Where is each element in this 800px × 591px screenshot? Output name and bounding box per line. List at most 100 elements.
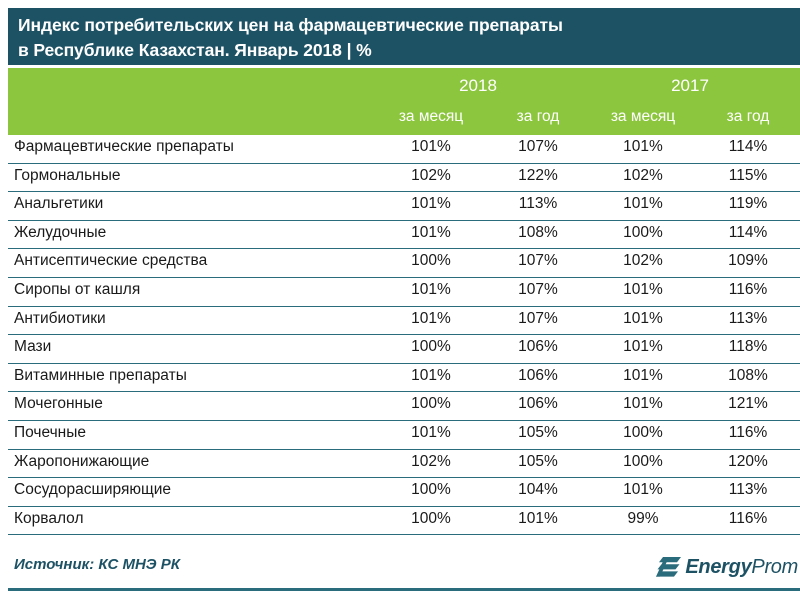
row-value: 101%: [411, 309, 451, 327]
row-value: 107%: [518, 138, 558, 155]
table-row: Витаминные препараты 101% 106% 101% 108%: [8, 363, 800, 393]
table-row: Желудочные 101% 108% 100% 114%: [8, 220, 800, 250]
footer-divider: [8, 588, 800, 591]
row-value: 101%: [623, 309, 663, 327]
data-table: Фармацевтические препараты 101% 107% 101% 11…: [8, 135, 800, 536]
row-value: 102%: [623, 252, 663, 270]
table-row: Почечные 101% 105% 100% 116%: [8, 420, 800, 450]
source-note: Источник: КС МНЭ РК: [14, 556, 180, 573]
title-bar: Индекс потребительских цен на фармацевти…: [8, 8, 800, 65]
row-label: Гормональные: [14, 166, 121, 184]
column-header-2018-year: за год: [516, 108, 560, 125]
row-value: 101%: [623, 280, 663, 298]
table-header-band: 2018 2017 за месяц за год за месяц за го…: [8, 68, 800, 135]
row-label: Жаропонижающие: [14, 452, 150, 470]
row-value: 106%: [518, 395, 558, 413]
energyprom-e-icon: [656, 556, 682, 577]
table-row: Анальгетики 101% 113% 101% 119%: [8, 192, 800, 221]
logo-energy-text: Energy: [685, 556, 752, 578]
row-value: 99%: [627, 509, 659, 527]
energyprom-wordmark: EnergyProm: [685, 556, 798, 579]
row-value: 101%: [411, 195, 451, 213]
row-label: Корвалол: [14, 509, 84, 527]
column-group-header-2018: 2018: [459, 76, 497, 95]
row-value: 101%: [518, 509, 558, 527]
row-value: 102%: [623, 166, 663, 184]
table-row: Сосудорасширяющие 100% 104% 101% 113%: [8, 478, 800, 507]
row-value: 116%: [728, 423, 768, 441]
row-value: 107%: [518, 309, 558, 327]
row-label: Сосудорасширяющие: [14, 481, 172, 499]
table-row: Мочегонные 100% 106% 101% 121%: [8, 392, 800, 421]
row-value: 122%: [518, 166, 558, 184]
row-value: 104%: [518, 481, 558, 499]
logo-prom-text: Prom: [751, 556, 798, 578]
row-value: 120%: [728, 452, 768, 470]
row-value: 108%: [728, 366, 768, 384]
row-value: 107%: [518, 280, 558, 298]
row-value: 101%: [623, 138, 663, 155]
row-label: Сиропы от кашля: [14, 280, 141, 298]
row-value: 116%: [728, 280, 768, 298]
row-label: Фармацевтические препараты: [14, 138, 234, 155]
row-value: 101%: [623, 395, 663, 413]
row-value: 119%: [728, 195, 768, 213]
table-row: Антибиотики 101% 107% 101% 113%: [8, 306, 800, 336]
row-label: Мочегонные: [14, 395, 103, 413]
column-header-2018-month: за месяц: [398, 108, 464, 125]
row-value: 102%: [411, 166, 451, 184]
row-value: 100%: [411, 481, 451, 499]
row-label: Витаминные препараты: [14, 366, 187, 384]
energyprom-logo: EnergyProm: [656, 551, 798, 584]
row-value: 101%: [623, 338, 663, 356]
row-value: 101%: [411, 423, 451, 441]
row-value: 105%: [518, 452, 558, 470]
row-value: 102%: [411, 452, 451, 470]
row-value: 100%: [623, 223, 663, 241]
row-value: 116%: [728, 509, 768, 527]
row-value: 108%: [518, 223, 558, 241]
row-label: Почечные: [14, 423, 86, 441]
page-title-line-1: Индекс потребительских цен на фармацевти…: [18, 15, 563, 35]
row-value: 113%: [518, 195, 558, 213]
table-row: Антисептические средства 100% 107% 102% 109%: [8, 249, 800, 278]
row-label: Анальгетики: [14, 195, 104, 213]
row-value: 106%: [518, 366, 558, 384]
footer: Источник: КС МНЭ РК EnergyProm: [8, 551, 800, 591]
column-header-2017-year: за год: [726, 108, 770, 125]
column-group-header-2017: 2017: [671, 76, 709, 95]
table-row: Фармацевтические препараты 101% 107% 101% 11…: [8, 135, 800, 164]
row-value: 100%: [623, 423, 663, 441]
row-value: 114%: [728, 138, 768, 155]
row-value: 101%: [411, 366, 451, 384]
row-label: Мази: [14, 338, 52, 356]
table-row: Мази 100% 106% 101% 118%: [8, 335, 800, 364]
table-row: Сиропы от кашля 101% 107% 101% 116%: [8, 277, 800, 307]
row-value: 113%: [728, 309, 768, 327]
row-value: 107%: [518, 252, 558, 270]
row-value: 100%: [623, 452, 663, 470]
row-value: 100%: [411, 252, 451, 270]
row-value: 106%: [518, 338, 558, 356]
row-value: 101%: [623, 366, 663, 384]
row-value: 113%: [728, 481, 768, 499]
row-value: 100%: [411, 395, 451, 413]
row-value: 100%: [411, 509, 451, 527]
row-value: 114%: [728, 223, 768, 241]
row-label: Желудочные: [14, 223, 107, 241]
table-row: Корвалол 100% 101% 99% 116%: [8, 506, 800, 536]
row-value: 100%: [411, 338, 451, 356]
table-row: Гормональные 102% 122% 102% 115%: [8, 163, 800, 193]
row-value: 109%: [728, 252, 768, 270]
row-value: 101%: [623, 195, 663, 213]
row-value: 101%: [623, 481, 663, 499]
row-value: 115%: [728, 166, 768, 184]
table-row: Жаропонижающие 102% 105% 100% 120%: [8, 449, 800, 479]
row-value: 101%: [411, 223, 451, 241]
row-value: 101%: [411, 138, 451, 155]
row-label: Антисептические средства: [14, 252, 208, 270]
column-header-2017-month: за месяц: [610, 108, 676, 125]
row-value: 121%: [728, 395, 768, 413]
page-title-line-2: в Республике Казахстан. Январь 2018 | %: [18, 40, 372, 60]
